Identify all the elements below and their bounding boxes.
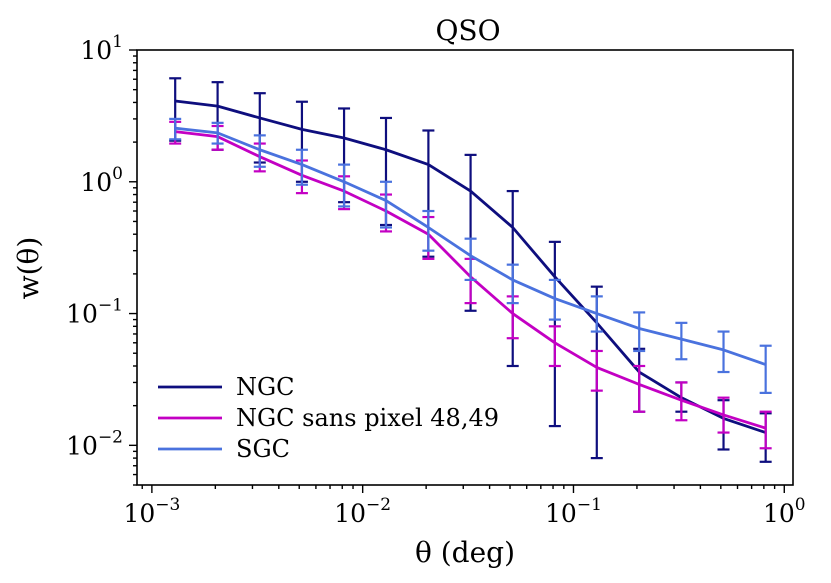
y-tick-label: 100 <box>80 164 123 197</box>
tick-label-exponent: 0 <box>112 164 123 184</box>
legend: NGC NGC sans pixel 48,49 SGC <box>158 373 499 463</box>
plot-frame <box>136 49 794 486</box>
legend-item: SGC <box>158 435 290 463</box>
errorbar <box>506 263 519 305</box>
tick-label-base: 10 <box>334 499 366 528</box>
x-tick-label: 100 <box>763 495 806 528</box>
series-2 <box>169 117 772 394</box>
tick-label-base: 10 <box>66 300 98 329</box>
errorbar <box>338 163 351 208</box>
tick-label-base: 10 <box>763 499 795 528</box>
tick-label-exponent: 1 <box>112 32 123 52</box>
tick-label-exponent: −2 <box>98 427 123 447</box>
x-axis-label: θ (deg) <box>415 536 515 569</box>
y-axis-label: w(θ) <box>12 237 45 300</box>
x-tick-label: 10−1 <box>545 495 602 528</box>
x-tick-label: 10−3 <box>123 495 180 528</box>
errorbar <box>633 364 646 413</box>
errorbar <box>717 330 730 374</box>
tick-label-base: 10 <box>80 36 112 65</box>
errorbar <box>759 344 772 394</box>
series-line <box>175 126 767 366</box>
legend-label: NGC <box>236 373 295 401</box>
errorbar <box>590 349 603 392</box>
legend-label: SGC <box>236 435 290 463</box>
y-tick-label: 10−1 <box>66 296 123 329</box>
errorbar <box>548 325 561 368</box>
errorbar <box>422 209 435 252</box>
x-tick-label: 10−2 <box>334 495 391 528</box>
tick-label-base: 10 <box>66 431 98 460</box>
errorbar <box>379 180 392 229</box>
series-line <box>175 99 767 434</box>
tick-label-exponent: −2 <box>366 495 391 515</box>
tick-label-exponent: −3 <box>155 495 180 515</box>
legend-item: NGC <box>158 373 295 401</box>
errorbar <box>464 237 477 282</box>
legend-item: NGC sans pixel 48,49 <box>158 404 499 432</box>
errorbar <box>759 410 772 450</box>
chart-title: QSO <box>435 14 500 47</box>
legend-label: NGC sans pixel 48,49 <box>236 404 499 432</box>
tick-label-base: 10 <box>123 499 155 528</box>
errorbar <box>295 148 308 186</box>
errorbar <box>633 311 646 353</box>
tick-label-base: 10 <box>80 168 112 197</box>
y-tick-label: 10−2 <box>66 427 123 460</box>
tick-label-exponent: −1 <box>577 495 602 515</box>
tick-label-exponent: 0 <box>795 495 806 515</box>
tick-label-base: 10 <box>545 499 577 528</box>
errorbar <box>675 321 688 361</box>
plot-area <box>169 77 772 463</box>
y-tick-label: 101 <box>80 32 123 65</box>
tick-label-exponent: −1 <box>98 296 123 316</box>
x-axis-ticks: 10−3 10−2 10−1 100 <box>123 485 806 528</box>
